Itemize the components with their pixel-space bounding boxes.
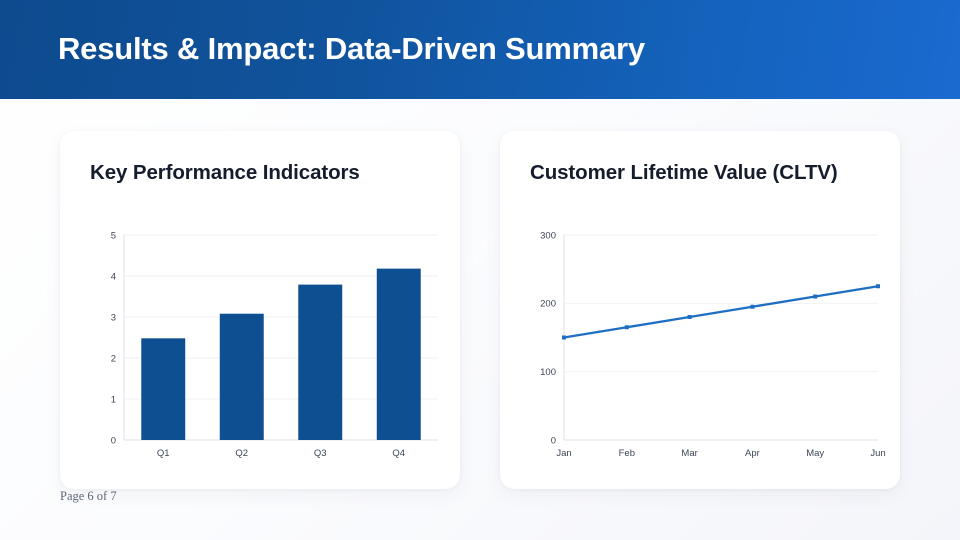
page-title: Results & Impact: Data-Driven Summary — [58, 31, 645, 67]
data-point — [687, 315, 692, 319]
bar — [298, 284, 343, 440]
bar — [376, 268, 421, 440]
y-tick-label: 3 — [111, 312, 116, 323]
data-line — [562, 285, 880, 339]
x-tick-label: Q4 — [392, 448, 405, 459]
x-tick-label: Feb — [619, 448, 635, 459]
y-tick-label: 4 — [111, 271, 116, 282]
data-point — [876, 284, 880, 289]
x-tick-label: Q3 — [314, 448, 327, 459]
y-tick-label: 100 — [540, 367, 556, 378]
bar-chart-svg: 0 1 2 3 4 5 Q1 Q2 Q3 Q4 — [111, 230, 438, 459]
y-tick-label: 1 — [111, 394, 116, 405]
data-point — [813, 294, 818, 299]
x-tick-label: Jan — [556, 448, 571, 459]
y-tick-label: 200 — [540, 299, 556, 310]
y-tick-label: 0 — [111, 435, 116, 446]
line-chart-svg: 0 100 200 300 Jan Feb Mar Apr May Jun — [540, 230, 886, 459]
bar — [219, 313, 264, 440]
y-tick-label: 300 — [540, 230, 556, 241]
card-kpi: Key Performance Indicators 0 1 2 3 4 5 Q1 Q2 Q3 Q… — [60, 131, 460, 489]
card-cltv: Customer Lifetime Value (CLTV) 0 100 200 30… — [500, 131, 900, 489]
x-tick-label: Mar — [681, 448, 697, 459]
line-chart: 0 100 200 300 Jan Feb Mar Apr May Jun — [500, 131, 900, 489]
y-tick-label: 2 — [111, 353, 116, 364]
x-tick-label: May — [806, 448, 824, 459]
y-tick-label: 5 — [111, 230, 116, 241]
x-tick-label: Jun — [870, 448, 885, 459]
data-point — [562, 335, 566, 340]
x-tick-label: Q2 — [235, 448, 248, 459]
x-tick-label: Q1 — [157, 448, 170, 459]
card-title-kpi: Key Performance Indicators — [90, 161, 360, 184]
y-tick-label: 0 — [551, 435, 556, 446]
bar-chart: 0 1 2 3 4 5 Q1 Q2 Q3 Q4 — [60, 131, 460, 489]
data-point — [624, 325, 629, 330]
page-number: Page 6 of 7 — [60, 489, 117, 503]
card-title-cltv: Customer Lifetime Value (CLTV) — [530, 161, 838, 184]
data-point — [750, 304, 755, 309]
bar — [141, 338, 186, 440]
x-tick-label: Apr — [745, 448, 760, 459]
slide-header: Results & Impact: Data-Driven Summary — [0, 0, 960, 99]
